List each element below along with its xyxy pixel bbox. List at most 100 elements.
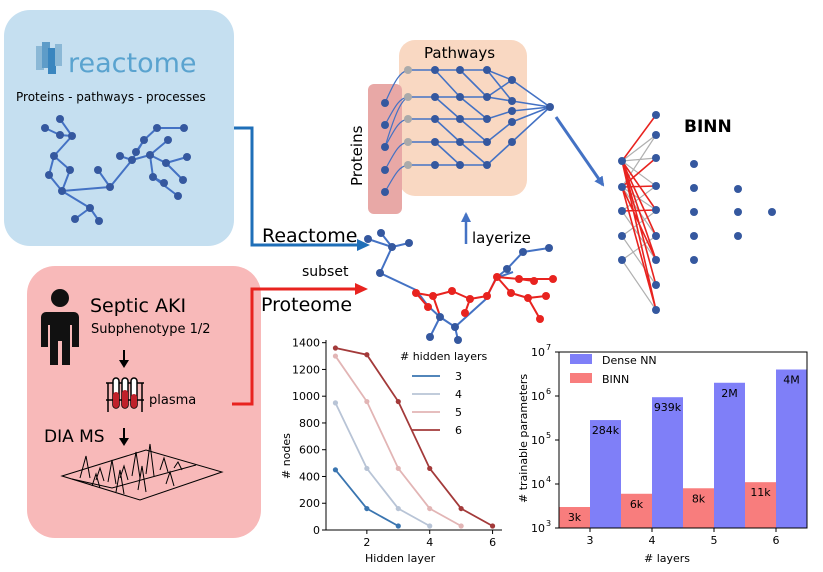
bar-binn-3 <box>559 507 590 528</box>
y-tick-label: 10 <box>531 346 545 359</box>
legend-swatch-binn <box>570 373 592 383</box>
proteome-flow-label: Proteome <box>261 294 352 316</box>
x-tick-label: 4 <box>426 536 433 549</box>
bar-chart-axes: 10 310 410 510 610 73 4 5 6 <box>531 343 808 547</box>
bar-value-label: 4M <box>783 374 800 387</box>
legend-entry-6: 6 <box>455 424 462 437</box>
bar-value-label: 939k <box>654 401 682 414</box>
y-tick-exponent: 4 <box>546 475 551 484</box>
x-tick-label: 2 <box>363 536 370 549</box>
series-point-4 <box>332 400 339 406</box>
legend-title: # hidden layers <box>400 350 488 363</box>
legend-entry-5: 5 <box>455 406 462 419</box>
series-point-3 <box>395 523 401 529</box>
pathway-nodes <box>381 66 554 196</box>
line-chart-legend: # hidden layers 3 4 5 6 <box>400 350 488 437</box>
bar-chart-legend: Dense NN BINN <box>570 354 657 386</box>
person-icon <box>41 289 79 365</box>
reactome-logo-icon <box>36 42 62 74</box>
sample-label: plasma <box>149 393 196 408</box>
line-chart-series <box>332 345 496 529</box>
reactome-caption: Proteins - pathways - processes <box>16 90 206 104</box>
series-point-6 <box>364 352 370 358</box>
y-tick-label: 10 <box>531 522 545 535</box>
reactome-panel: reactome Proteins - pathways - processes <box>4 10 234 246</box>
y-tick-label: 200 <box>299 497 320 510</box>
bar-value-label: 11k <box>750 486 771 499</box>
series-point-4 <box>395 505 401 512</box>
reactome-connector <box>234 126 370 251</box>
series-point-6 <box>458 505 464 512</box>
binn-network: BINN <box>618 111 776 314</box>
bar-chart-bars: 284k 3k 939k 6k 2M 8k 4M 11k <box>559 369 807 528</box>
y-tick-label: 800 <box>299 417 320 430</box>
subset-label: subset <box>302 264 349 280</box>
down-arrow-icon <box>119 428 129 446</box>
reactome-nodes <box>41 115 191 225</box>
series-point-6 <box>332 345 339 351</box>
y-tick-exponent: 6 <box>546 387 551 396</box>
pathways-label: Pathways <box>424 44 495 62</box>
y-tick-exponent: 5 <box>546 431 551 440</box>
y-tick-label: 10 <box>531 434 545 447</box>
y-tick-label: 10 <box>531 478 545 491</box>
bar-y-axis-label: # trainable parameters <box>517 374 530 503</box>
layerize-label: layerize <box>472 229 531 247</box>
y-axis-label: # nodes <box>280 433 293 479</box>
series-point-5 <box>395 465 401 472</box>
legend-entry-3: 3 <box>455 370 462 383</box>
x-tick-label: 4 <box>649 534 656 547</box>
bar-value-label: 6k <box>630 498 644 511</box>
bar-binn-5 <box>683 488 714 528</box>
y-tick-label: 1400 <box>292 337 320 350</box>
legend-entry-4: 4 <box>455 388 462 401</box>
bar-value-label: 3k <box>568 511 582 524</box>
series-point-6 <box>395 398 401 405</box>
y-tick-label: 1200 <box>292 363 320 376</box>
series-point-6 <box>427 465 433 472</box>
binn-label: BINN <box>684 117 732 137</box>
series-line-6 <box>335 347 494 527</box>
series-point-3 <box>332 467 339 473</box>
x-tick-label: 6 <box>773 534 780 547</box>
to-binn-arrow <box>554 116 605 187</box>
bar-binn-4 <box>621 493 652 528</box>
line-chart-axes: 0 200 400 600 800 1000 1200 1400 2 4 6 <box>292 337 502 549</box>
series-point-3 <box>364 505 370 512</box>
legend-entry-dense-nn: Dense NN <box>602 354 657 367</box>
method-label: DIA MS <box>44 427 105 447</box>
y-tick-exponent: 3 <box>546 519 551 528</box>
bar-dense-nn-4 <box>652 397 683 528</box>
bar-value-label: 2M <box>721 387 738 400</box>
bar-dense-nn-5 <box>714 382 745 528</box>
bar-dense-nn-3 <box>590 420 621 528</box>
pathway-diagram: Pathways Proteins <box>348 40 554 214</box>
patient-title: Septic AKI <box>90 295 186 317</box>
series-line-4 <box>334 402 431 527</box>
series-point-4 <box>427 523 433 529</box>
x-axis-label: Hidden layer <box>365 552 436 565</box>
bar-value-label: 284k <box>592 424 620 437</box>
series-point-5 <box>364 398 370 405</box>
x-tick-label: 5 <box>711 534 718 547</box>
series-point-5 <box>458 523 464 529</box>
y-tick-label: 400 <box>299 470 320 483</box>
bar-dense-nn-6 <box>776 369 807 528</box>
test-tubes-icon <box>106 377 144 412</box>
series-point-6 <box>489 523 496 529</box>
reactome-flow-label: Reactome <box>262 225 357 247</box>
bar-x-axis-label: # layers <box>644 552 690 565</box>
series-point-5 <box>427 505 433 512</box>
proteome-connector <box>232 283 368 406</box>
y-tick-label: 0 <box>313 524 320 537</box>
y-tick-label: 10 <box>531 390 545 403</box>
bar-binn-6 <box>745 482 776 528</box>
subset-network <box>364 229 557 344</box>
x-tick-label: 6 <box>489 536 496 549</box>
reactome-brand: reactome <box>68 48 197 79</box>
down-arrow-icon <box>119 350 129 368</box>
line-chart: 0 200 400 600 800 1000 1200 1400 2 4 6 # hidden la… <box>280 337 502 565</box>
y-tick-label: 1000 <box>292 390 320 403</box>
